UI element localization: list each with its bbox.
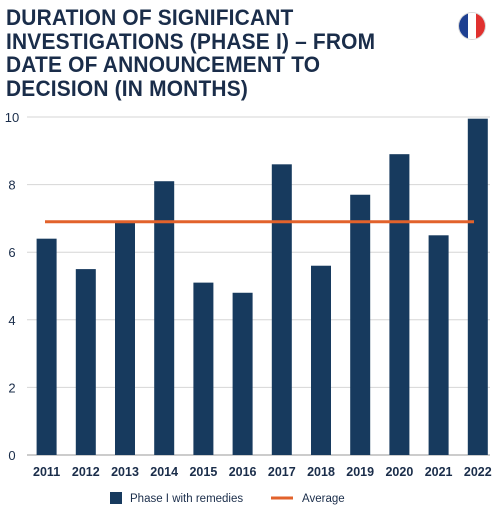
bars bbox=[36, 118, 488, 456]
x-tick-label: 2019 bbox=[346, 465, 374, 479]
y-axis-ticks: 0 2 4 6 8 10 bbox=[5, 110, 19, 463]
bar bbox=[389, 154, 410, 455]
bar bbox=[232, 292, 253, 455]
x-tick-label: 2016 bbox=[229, 465, 257, 479]
flag-stripe-blue bbox=[459, 13, 468, 39]
france-flag-icon bbox=[459, 13, 485, 39]
x-tick-label: 2018 bbox=[307, 465, 335, 479]
y-tick-label: 6 bbox=[8, 245, 15, 260]
bar bbox=[271, 164, 292, 455]
y-tick-label: 2 bbox=[8, 380, 15, 395]
bar bbox=[115, 221, 135, 455]
chart-title: DURATION OF SIGNIFICANT INVESTIGATIONS (… bbox=[6, 5, 376, 101]
legend-bar-swatch bbox=[110, 492, 122, 504]
bar bbox=[467, 118, 488, 455]
x-tick-label: 2011 bbox=[33, 465, 60, 479]
flag-stripe-white bbox=[467, 13, 477, 39]
legend-bar-label: Phase I with remedies bbox=[130, 493, 243, 505]
bar bbox=[193, 282, 214, 455]
bar bbox=[311, 265, 331, 455]
y-tick-label: 8 bbox=[8, 178, 15, 193]
bar bbox=[428, 235, 449, 455]
x-axis-ticks: 2011 2012 2013 2014 2015 2016 2017 2018 2019 2020… bbox=[33, 465, 492, 479]
legend-average-label: Average bbox=[302, 493, 345, 505]
bar bbox=[154, 181, 175, 455]
y-tick-label: 10 bbox=[5, 110, 19, 125]
y-tick-label: 4 bbox=[8, 313, 15, 328]
x-tick-label: 2015 bbox=[189, 465, 217, 479]
y-tick-label: 0 bbox=[8, 448, 15, 463]
x-tick-label: 2014 bbox=[150, 465, 178, 479]
x-tick-label: 2013 bbox=[111, 465, 139, 479]
x-tick-label: 2021 bbox=[425, 465, 453, 479]
flag-stripe-red bbox=[476, 13, 485, 39]
x-tick-label: 2020 bbox=[385, 465, 413, 479]
x-tick-label: 2022 bbox=[464, 465, 492, 479]
x-tick-label: 2017 bbox=[268, 465, 296, 479]
bar bbox=[350, 194, 371, 456]
gridlines bbox=[27, 116, 490, 456]
bar bbox=[75, 269, 96, 455]
bar bbox=[36, 238, 57, 455]
x-tick-label: 2012 bbox=[72, 465, 100, 479]
legend: Phase I with remedies Average bbox=[110, 492, 345, 505]
